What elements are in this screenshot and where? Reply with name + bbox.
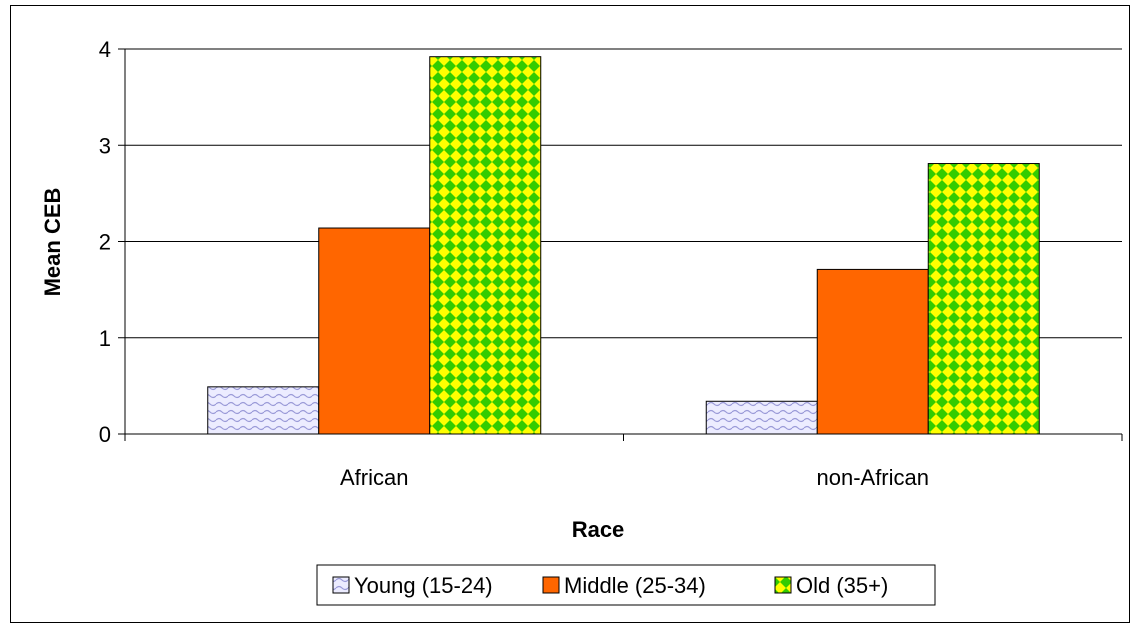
y-tick-label: 4 xyxy=(99,37,111,62)
legend-label: Middle (25-34) xyxy=(564,573,706,598)
y-tick-label: 1 xyxy=(99,326,111,351)
y-axis-title: Mean CEB xyxy=(40,188,65,297)
axes xyxy=(118,48,1123,441)
x-category-labels: African non-African xyxy=(340,465,929,490)
bar-old-non-african xyxy=(927,163,1040,435)
bar-old-african xyxy=(429,56,542,435)
legend-swatch xyxy=(774,576,792,594)
legend-swatch xyxy=(332,576,350,594)
legend: Young (15-24) Middle (25-34) Old (35+) xyxy=(316,564,936,606)
legend-swatch xyxy=(542,576,560,594)
y-tick-label: 2 xyxy=(99,230,111,255)
bar-young-african xyxy=(207,386,320,435)
y-tick-label: 3 xyxy=(99,133,111,158)
legend-label: Old (35+) xyxy=(796,573,888,598)
x-axis-title: Race xyxy=(572,517,625,542)
y-tick-label: 0 xyxy=(99,422,111,447)
category-label: African xyxy=(340,465,408,490)
bar-middle-african xyxy=(318,227,431,435)
category-label: non-African xyxy=(816,465,929,490)
bars xyxy=(207,56,1040,435)
legend-label: Young (15-24) xyxy=(354,573,493,598)
legend-box xyxy=(316,564,936,606)
bar-young-non-african xyxy=(705,400,818,435)
bar-middle-non-african xyxy=(816,268,929,435)
y-tick-labels: 0 1 2 3 4 xyxy=(99,37,111,447)
